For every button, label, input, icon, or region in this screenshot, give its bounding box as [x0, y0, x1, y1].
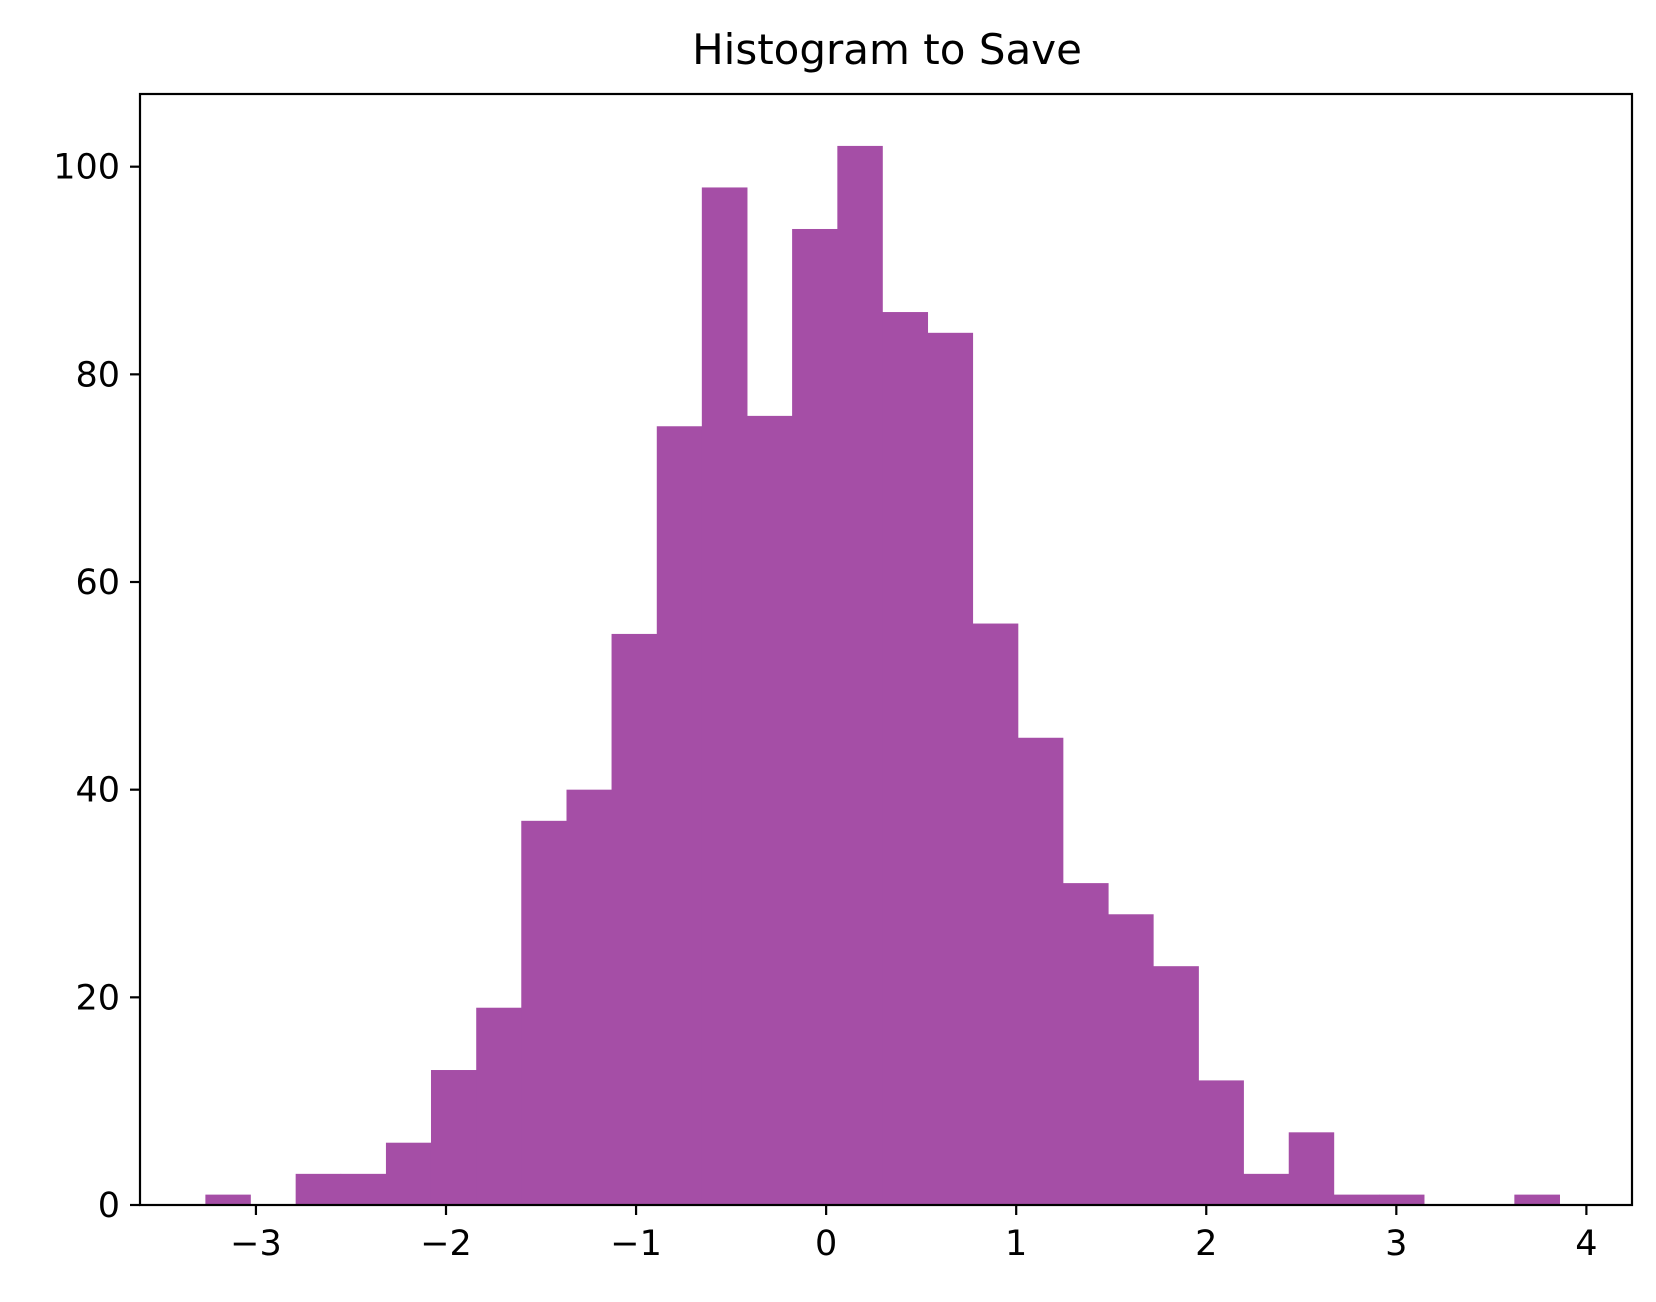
histogram-bar [837, 145, 883, 1205]
histogram-bar [385, 1142, 432, 1205]
x-tick-label: 1 [1005, 1224, 1027, 1264]
histogram-bar [611, 633, 658, 1205]
histogram-bar [927, 332, 974, 1205]
y-tick-label: 100 [53, 148, 120, 188]
histogram-bar [1379, 1194, 1425, 1205]
chart-title: Histogram to Save [692, 25, 1082, 74]
y-tick-label: 0 [98, 1186, 120, 1226]
histogram-bar [205, 1194, 251, 1205]
y-axis-ticks: 0 20 40 60 80 100 [53, 148, 140, 1226]
x-axis-ticks: −3 −2 −1 0 1 2 3 4 [230, 1205, 1598, 1264]
histogram-bar [882, 312, 929, 1205]
histogram-bar [792, 228, 838, 1206]
histogram-bar [476, 1007, 522, 1205]
histogram-bar [972, 623, 1019, 1205]
histogram-bar [656, 426, 703, 1205]
y-tick-label: 60 [75, 563, 120, 603]
histogram-bar [1288, 1132, 1335, 1205]
x-tick-label: 0 [815, 1224, 837, 1264]
x-tick-label: 4 [1575, 1224, 1597, 1264]
histogram-bar [340, 1173, 387, 1205]
histogram-bar [566, 789, 612, 1205]
histogram-bar [1514, 1194, 1560, 1205]
histogram-bar [430, 1070, 477, 1205]
histogram-bar [1198, 1080, 1244, 1205]
histogram-bar [701, 187, 748, 1205]
histogram-bar [521, 820, 567, 1205]
plot-frame [138, 92, 1634, 1207]
histogram-bar [1062, 883, 1109, 1205]
histogram-bar [295, 1173, 342, 1205]
x-tick-label: −1 [610, 1224, 662, 1264]
histogram-bar [747, 415, 793, 1205]
histogram-bar [1108, 914, 1154, 1205]
bars-layer [205, 145, 1560, 1206]
y-tick-label: 80 [75, 355, 120, 395]
y-tick-label: 20 [75, 978, 120, 1018]
x-tick-label: 3 [1385, 1224, 1407, 1264]
histogram-bar [1017, 737, 1064, 1205]
y-tick-label: 40 [75, 771, 120, 811]
histogram-bar [1243, 1173, 1290, 1205]
histogram-bar [1333, 1194, 1380, 1205]
x-tick-label: 2 [1195, 1224, 1217, 1264]
histogram-bar [1153, 966, 1199, 1205]
x-tick-label: −2 [420, 1224, 472, 1264]
x-tick-label: −3 [230, 1224, 282, 1264]
